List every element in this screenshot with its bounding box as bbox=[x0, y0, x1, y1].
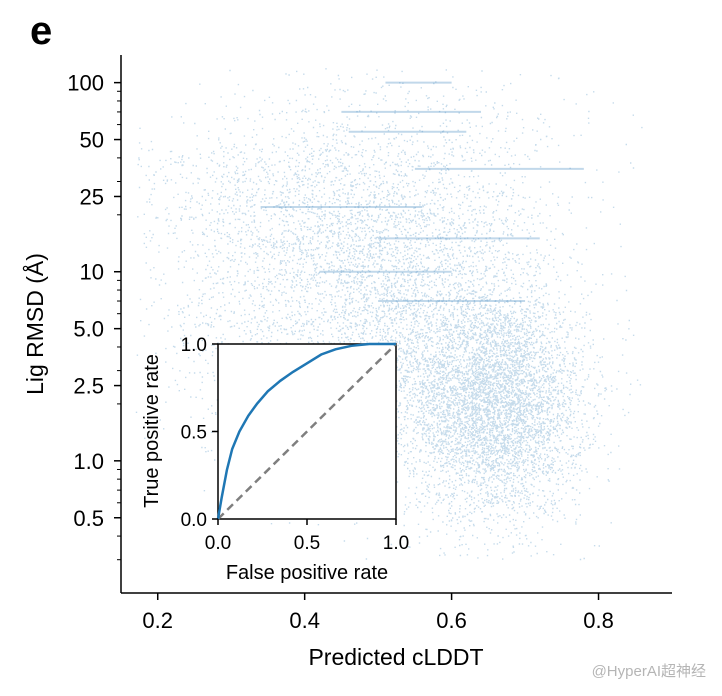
y-tick-label: 25 bbox=[80, 184, 104, 209]
inset-ticks: 0.00.0 0.5 0.5 1.0 1.0 bbox=[181, 335, 410, 554]
y-tick-label: 0.5 bbox=[73, 506, 104, 531]
x-tick-label: 0.4 bbox=[289, 608, 320, 633]
panel-label: e bbox=[30, 9, 52, 53]
roc-curve bbox=[216, 342, 396, 520]
scatter-streaks bbox=[260, 81, 584, 303]
inset-x-tick-label: 0.5 bbox=[294, 533, 320, 554]
x-tick-label: 0.8 bbox=[583, 608, 614, 633]
y-tick-label: 5.0 bbox=[73, 317, 104, 342]
x-tick-label: 0.2 bbox=[142, 608, 173, 633]
y-tick-label: 50 bbox=[80, 128, 104, 153]
y-tick-label: 2.5 bbox=[73, 374, 104, 399]
y-tick-label: 10 bbox=[80, 260, 104, 285]
y-axis-title: Lig RMSD (Å) bbox=[21, 253, 48, 395]
inset-y-tick-label: 0.0 bbox=[181, 510, 207, 531]
inset-x-tick-label: 1.0 bbox=[383, 533, 409, 554]
scatter-points bbox=[135, 68, 643, 561]
y-tick-label: 1.0 bbox=[73, 449, 104, 474]
x-ticks: 0.2 0.4 0.6 0.8 bbox=[142, 593, 614, 633]
y-ticks: 0.5 1.0 2.5 5.0 10 25 50 100 bbox=[67, 71, 121, 561]
scatter-point-cloud bbox=[135, 68, 643, 561]
x-axis-title: Predicted cLDDT bbox=[308, 644, 483, 670]
roc-inset: 0.00.0 0.5 0.5 1.0 1.0 False positive rate T… bbox=[141, 335, 409, 584]
roc-chance-line bbox=[217, 343, 397, 520]
inset-y-tick-label: 1.0 bbox=[181, 335, 207, 356]
y-tick-label: 100 bbox=[67, 71, 104, 96]
inset-y-axis-title: True positive rate bbox=[141, 354, 163, 508]
inset-x-axis-title: False positive rate bbox=[226, 562, 388, 584]
inset-x-tick-label: 0.0 bbox=[205, 533, 231, 554]
inset-y-tick-label: 0.5 bbox=[181, 423, 207, 444]
x-tick-label: 0.6 bbox=[436, 608, 467, 633]
watermark: @HyperAI超神经 bbox=[592, 663, 706, 680]
